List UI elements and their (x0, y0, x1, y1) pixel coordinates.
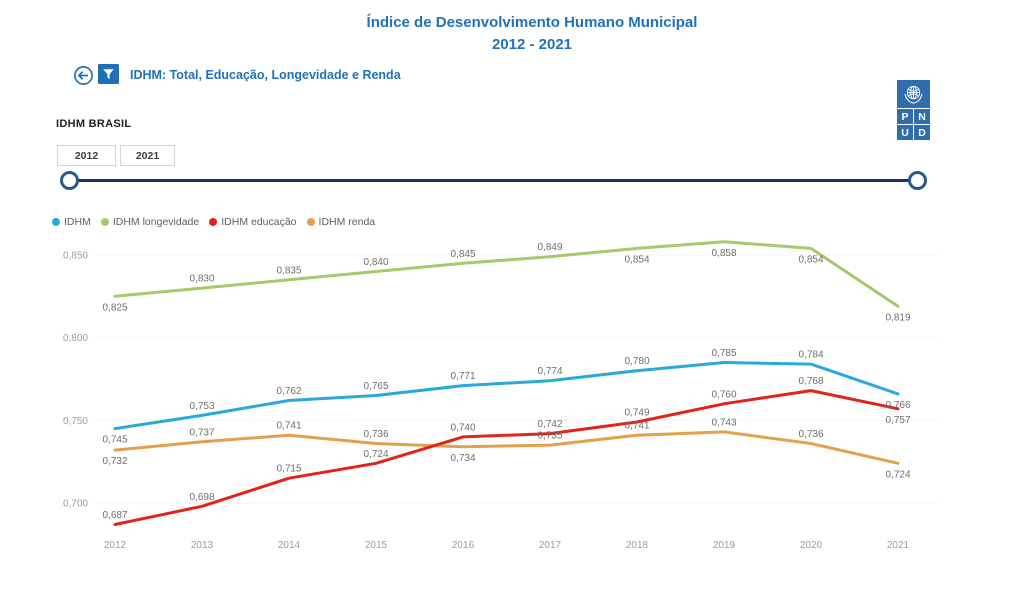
panel-heading: IDHM BRASIL (56, 118, 132, 130)
data-label: 0,849 (537, 242, 562, 253)
data-label: 0,735 (537, 431, 562, 442)
x-tick-label: 2016 (452, 540, 475, 551)
data-label: 0,715 (276, 464, 301, 475)
data-label: 0,845 (450, 249, 475, 260)
legend-item-2[interactable]: IDHM longevidade (100, 216, 200, 228)
chart-title-line1: Índice de Desenvolvimento Humano Municip… (366, 14, 698, 31)
data-label: 0,762 (276, 386, 301, 397)
logo-letter-u: U (897, 125, 913, 140)
data-label: 0,784 (798, 350, 823, 361)
data-label: 0,771 (450, 371, 475, 382)
chart-legend: IDHM IDHM longevidade IDHM educação IDHM re… (52, 216, 375, 228)
data-label: 0,819 (885, 312, 910, 323)
data-label: 0,724 (885, 469, 910, 480)
x-tick-label: 2018 (626, 540, 649, 551)
legend-label: IDHM renda (318, 216, 376, 228)
legend-label: IDHM (64, 216, 91, 228)
legend-item-4[interactable]: IDHM renda (306, 216, 376, 228)
x-tick-label: 2019 (713, 540, 736, 551)
y-tick-label: 0,850 (63, 251, 88, 262)
x-tick-label: 2014 (278, 540, 301, 551)
data-label: 0,840 (363, 257, 388, 268)
year-to-input[interactable]: 2021 (120, 145, 175, 166)
data-label: 0,757 (885, 415, 910, 426)
data-label: 0,740 (450, 422, 475, 433)
x-tick-label: 2015 (365, 540, 388, 551)
data-label: 0,753 (189, 401, 214, 412)
logo-letter-p: P (897, 109, 913, 124)
x-tick-label: 2021 (887, 540, 910, 551)
data-label: 0,765 (363, 381, 388, 392)
back-button[interactable] (73, 65, 94, 86)
x-tick-label: 2012 (104, 540, 127, 551)
data-label: 0,724 (363, 449, 388, 460)
data-label: 0,742 (537, 419, 562, 430)
series-line-idhm-longevidade (113, 240, 900, 308)
un-emblem-icon (897, 80, 930, 108)
back-arrow-icon (74, 66, 93, 85)
x-tick-label: 2020 (800, 540, 823, 551)
data-label: 0,741 (624, 421, 649, 432)
data-label: 0,854 (624, 254, 649, 265)
year-range-slider-track[interactable] (70, 179, 918, 182)
data-label: 0,741 (276, 421, 301, 432)
legend-label: IDHM educação (221, 216, 297, 228)
series-line-idhm-educação (113, 389, 900, 526)
legend-dot-icon (209, 218, 218, 226)
data-label: 0,745 (102, 435, 127, 446)
data-label: 0,774 (537, 366, 562, 377)
data-label: 0,732 (102, 456, 127, 467)
pnud-logo: P N U D (897, 80, 930, 140)
filter-title: IDHM: Total, Educação, Longevidade e Ren… (130, 68, 401, 82)
year-from-input[interactable]: 2012 (57, 145, 116, 166)
page-title: Índice de Desenvolvimento Humano Municip… (40, 12, 1024, 56)
data-label: 0,854 (798, 254, 823, 265)
legend-item-1[interactable]: IDHM (52, 216, 91, 228)
legend-label: IDHM longevidade (112, 216, 200, 228)
pnud-letters: P N U D (897, 108, 930, 140)
x-tick-label: 2017 (539, 540, 562, 551)
y-tick-label: 0,750 (63, 416, 88, 427)
y-tick-label: 0,800 (63, 333, 88, 344)
x-tick-label: 2013 (191, 540, 214, 551)
data-label: 0,825 (102, 302, 127, 313)
series-line-idhm (113, 361, 900, 431)
legend-dot-icon (306, 218, 315, 226)
data-label: 0,830 (189, 274, 214, 285)
data-label: 0,780 (624, 356, 649, 367)
legend-item-3[interactable]: IDHM educação (209, 216, 297, 228)
data-label: 0,698 (189, 492, 214, 503)
series-line-idhm-renda (113, 430, 900, 465)
data-label: 0,766 (885, 400, 910, 411)
logo-letter-d: D (914, 125, 930, 140)
data-label: 0,835 (276, 265, 301, 276)
logo-letter-n: N (914, 109, 930, 124)
chart-title-line2: 2012 - 2021 (491, 36, 573, 53)
data-label: 0,858 (711, 248, 736, 259)
legend-dot-icon (100, 218, 109, 226)
slider-handle-left[interactable] (60, 171, 79, 190)
data-label: 0,749 (624, 407, 649, 418)
slider-handle-right[interactable] (908, 171, 927, 190)
funnel-icon (98, 64, 119, 84)
data-label: 0,785 (711, 348, 736, 359)
data-label: 0,736 (798, 429, 823, 440)
data-label: 0,768 (798, 376, 823, 387)
filter-button[interactable] (98, 64, 119, 84)
data-label: 0,737 (189, 427, 214, 438)
legend-dot-icon (52, 218, 60, 226)
data-label: 0,687 (102, 510, 127, 521)
data-label: 0,760 (711, 389, 736, 400)
y-tick-label: 0,700 (63, 499, 88, 510)
data-label: 0,734 (450, 453, 475, 464)
data-label: 0,736 (363, 429, 388, 440)
data-label: 0,743 (711, 417, 736, 428)
